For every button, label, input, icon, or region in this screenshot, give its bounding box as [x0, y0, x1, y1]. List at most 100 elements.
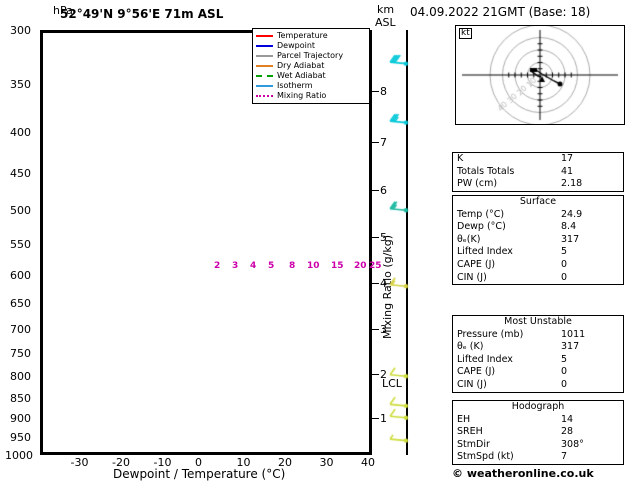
legend-item-wet-adiabat: Wet Adiabat	[256, 71, 366, 80]
height-tickmark-4	[372, 283, 379, 285]
temp-tick-20: 20	[278, 456, 292, 469]
row-value: 5	[561, 353, 568, 365]
mixing-ratio-label-25: 25	[369, 261, 382, 271]
row-value: 0	[561, 366, 568, 378]
temp-tick--10: -10	[153, 456, 172, 469]
pressure-tick-400: 400	[10, 125, 31, 139]
row-value: 0	[561, 271, 568, 283]
row-key: θₑ(K)	[457, 233, 481, 245]
pressure-tick-700: 700	[10, 323, 31, 337]
panel-header-surface: Surface	[519, 196, 557, 207]
legend-label-6: Mixing Ratio	[277, 90, 327, 100]
row-value: 14	[561, 413, 574, 425]
legend-swatch-4	[256, 74, 273, 77]
row-key: StmSpd (kt)	[457, 451, 514, 463]
panel-hodograph-stats: Hodograph EH 14 SREH 28 StmDir 308° StmSpd (kt)…	[452, 400, 624, 465]
height-tick-1: 1	[380, 411, 387, 425]
row-value: 17	[561, 153, 574, 164]
table-row: CAPE (J) 0	[453, 366, 623, 379]
legend-swatch-1	[256, 44, 273, 47]
legend-label-2: Parcel Trajectory	[277, 50, 344, 60]
table-row: θₑ(K) 317	[453, 234, 623, 247]
legend-item-temperature: Temperature	[256, 31, 366, 40]
row-value: 317	[561, 341, 580, 353]
legend: Temperature Dewpoint Parcel Trajectory Dry …	[252, 28, 370, 104]
legend-item-isotherm: Isotherm	[256, 81, 366, 90]
table-row: Dewp (°C) 8.4	[453, 221, 623, 234]
row-value: 8.4	[561, 221, 577, 233]
height-tick-5: 5	[380, 231, 387, 245]
row-key: StmDir	[457, 438, 490, 450]
height-tick-7: 7	[380, 135, 387, 149]
x-axis-title: Dewpoint / Temperature (°C)	[113, 467, 286, 481]
pressure-tick-900: 900	[10, 411, 31, 425]
temp-tick--20: -20	[112, 456, 130, 469]
row-value: 2.18	[561, 178, 583, 190]
row-key: K	[457, 153, 464, 164]
row-key: Lifted Index	[457, 246, 513, 258]
temp-tick--30: -30	[70, 456, 89, 469]
row-key: θₑ (K)	[457, 341, 484, 353]
panel-header-hodograph-stats: Hodograph	[511, 401, 565, 412]
table-row: Totals Totals 41	[453, 166, 623, 179]
pressure-tick-850: 850	[10, 391, 31, 405]
wind-barbs	[386, 30, 428, 455]
legend-label-0: Temperature	[277, 30, 328, 40]
height-tick-3: 3	[380, 323, 387, 337]
pressure-tick-750: 750	[10, 347, 31, 361]
legend-label-4: Wet Adiabat	[277, 70, 326, 80]
hodograph-plot: kt	[455, 25, 625, 125]
pressure-tick-800: 800	[10, 370, 31, 384]
pressure-axis-unit-label: hPa	[53, 4, 73, 17]
pressure-tick-600: 600	[10, 268, 31, 282]
row-key: Temp (°C)	[457, 208, 505, 220]
row-key: PW (cm)	[457, 178, 498, 190]
height-tickmark-2	[372, 374, 379, 376]
table-row: Temp (°C) 24.9	[453, 209, 623, 222]
pressure-tick-950: 950	[10, 430, 31, 444]
row-key: Dewp (°C)	[457, 221, 506, 233]
row-key: CIN (J)	[457, 378, 487, 390]
legend-swatch-5	[256, 84, 273, 87]
legend-item-mixing-ratio: Mixing Ratio	[256, 91, 366, 100]
station-title: 52°49'N 9°56'E 71m ASL	[60, 7, 224, 21]
table-row: CIN (J) 0	[453, 272, 623, 285]
legend-label-3: Dry Adiabat	[277, 60, 325, 70]
mixing-ratio-label-8: 8	[289, 261, 296, 271]
table-row: CAPE (J) 0	[453, 259, 623, 272]
table-row: K 17	[453, 153, 623, 166]
table-row: Lifted Index 5	[453, 246, 623, 259]
height-tickmark-5	[372, 237, 379, 239]
row-value: 24.9	[561, 208, 583, 220]
hodograph-canvas	[456, 26, 624, 124]
row-key: Lifted Index	[457, 353, 513, 365]
hodograph-unit-label: kt	[459, 28, 472, 39]
pressure-tick-300: 300	[10, 24, 31, 37]
table-row: StmSpd (kt) 7	[453, 451, 623, 464]
row-key: CIN (J)	[457, 271, 487, 283]
pressure-tick-650: 650	[10, 296, 31, 310]
pressure-tick-500: 500	[10, 204, 31, 218]
height-tickmark-7	[372, 141, 379, 143]
temp-tick-0: 0	[195, 456, 202, 469]
legend-label-1: Dewpoint	[277, 40, 316, 50]
table-row: SREH 28	[453, 426, 623, 439]
temp-tick-30: 30	[319, 456, 334, 469]
legend-swatch-3	[256, 64, 273, 67]
temp-tick-10: 10	[236, 456, 251, 469]
legend-label-5: Isotherm	[277, 80, 313, 90]
legend-item-parcel-trajectory: Parcel Trajectory	[256, 51, 366, 60]
table-row: Lifted Index 5	[453, 354, 623, 367]
row-key: CAPE (J)	[457, 366, 496, 378]
table-row: StmDir 308°	[453, 439, 623, 452]
mixing-ratio-label-15: 15	[331, 261, 344, 271]
row-key: CAPE (J)	[457, 258, 496, 270]
height-tickmark-1	[372, 417, 379, 419]
legend-swatch-2	[256, 54, 273, 57]
pressure-tick-550: 550	[10, 237, 31, 251]
height-axis-unit-label-asl: ASL	[375, 16, 396, 29]
mixing-ratio-label-10: 10	[307, 261, 320, 271]
mixing-ratio-label-20: 20	[354, 261, 367, 271]
panel-header-most-unstable: Most Unstable	[504, 316, 572, 327]
copyright-notice: © weatheronline.co.uk	[452, 467, 594, 480]
